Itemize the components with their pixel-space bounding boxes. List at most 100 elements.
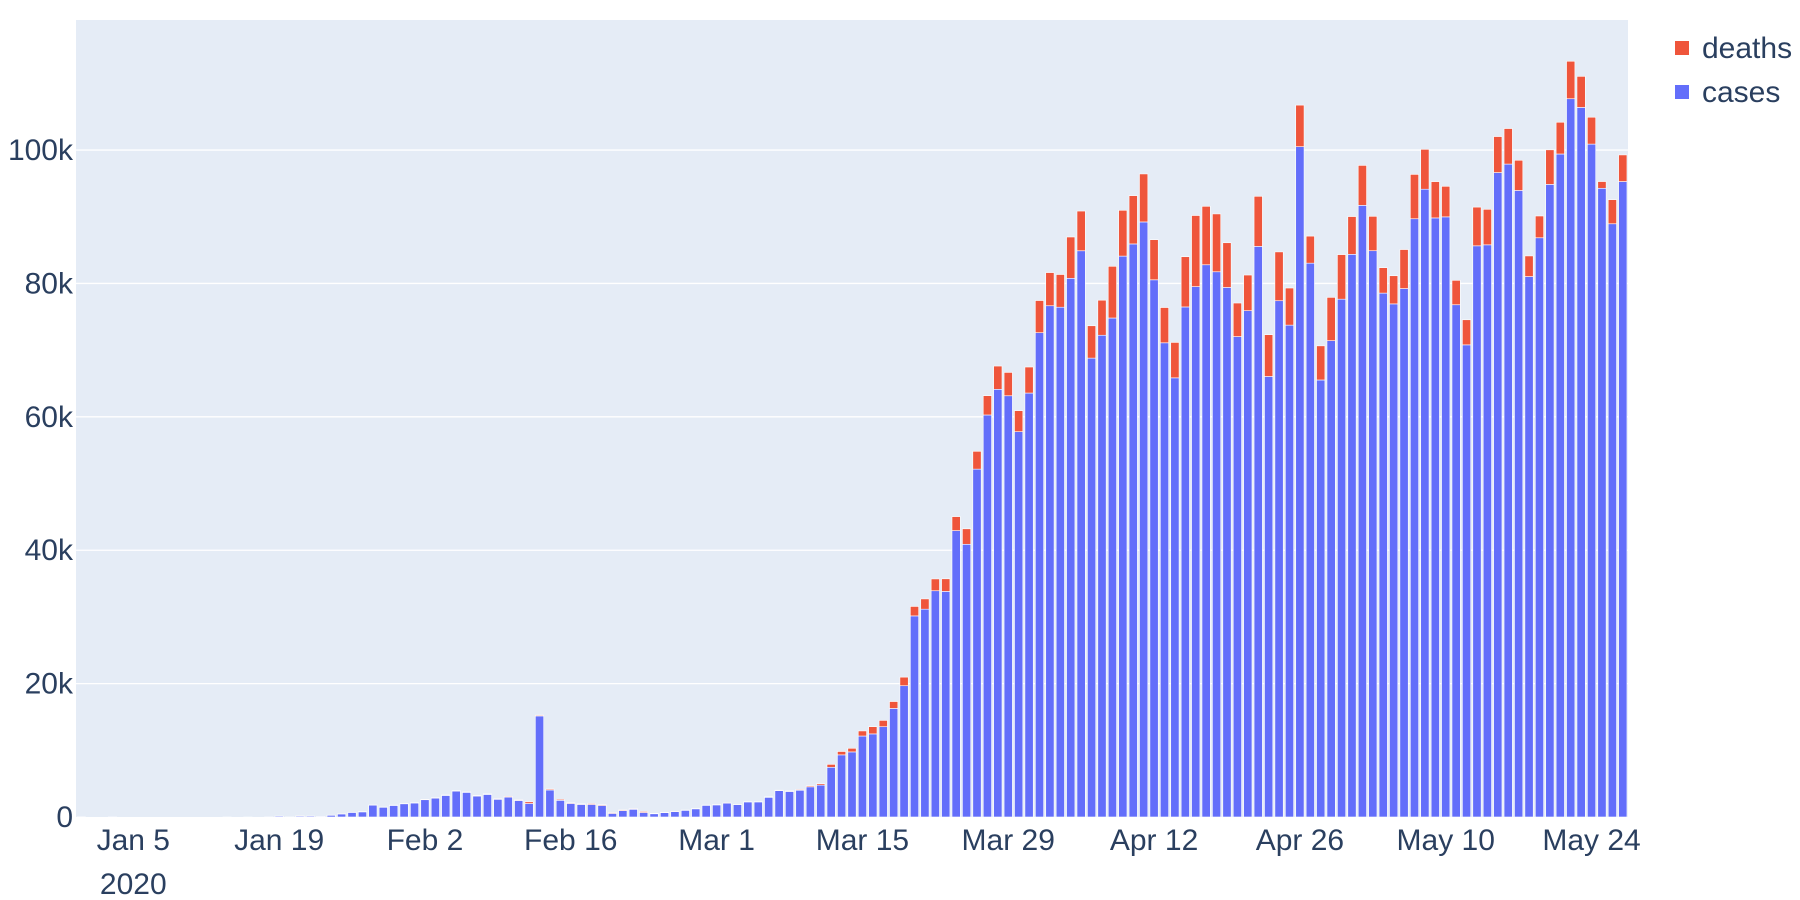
bar-cases[interactable]	[701, 805, 711, 818]
bar-cases[interactable]	[399, 803, 409, 818]
bar-cases[interactable]	[816, 784, 826, 818]
bar-deaths[interactable]	[1295, 104, 1305, 147]
bar-cases[interactable]	[910, 615, 919, 818]
bar-cases[interactable]	[1170, 377, 1180, 818]
bar-cases[interactable]	[1045, 305, 1055, 818]
bar-cases[interactable]	[1097, 334, 1107, 818]
bar-cases[interactable]	[868, 733, 878, 818]
bar-cases[interactable]	[774, 790, 784, 818]
legend-swatch[interactable]	[1675, 85, 1689, 99]
bar-deaths[interactable]	[1347, 216, 1357, 255]
bar-deaths[interactable]	[1035, 300, 1044, 334]
bar-cases[interactable]	[462, 792, 472, 818]
bar-deaths[interactable]	[482, 793, 492, 795]
bar-cases[interactable]	[420, 799, 430, 818]
bar-cases[interactable]	[1201, 264, 1211, 818]
bar-deaths[interactable]	[837, 751, 847, 756]
bar-cases[interactable]	[1472, 245, 1482, 818]
bar-cases[interactable]	[826, 766, 836, 818]
bar-cases[interactable]	[878, 726, 888, 818]
bar-cases[interactable]	[1035, 332, 1044, 818]
bar-cases[interactable]	[1462, 344, 1472, 818]
bar-deaths[interactable]	[1118, 209, 1128, 257]
bar-cases[interactable]	[535, 715, 544, 818]
bar-deaths[interactable]	[1326, 297, 1336, 341]
bar-cases[interactable]	[305, 815, 315, 818]
bar-cases[interactable]	[930, 590, 940, 818]
bar-deaths[interactable]	[1201, 206, 1211, 266]
bar-cases[interactable]	[482, 794, 492, 818]
bar-cases[interactable]	[597, 805, 607, 818]
bar-cases[interactable]	[1430, 217, 1440, 818]
bar-cases[interactable]	[472, 795, 482, 818]
bar-cases[interactable]	[805, 786, 815, 818]
bar-deaths[interactable]	[1597, 181, 1607, 189]
bar-cases[interactable]	[1003, 395, 1013, 818]
bar-cases[interactable]	[941, 591, 951, 818]
bar-cases[interactable]	[1514, 190, 1524, 818]
bar-cases[interactable]	[493, 799, 503, 818]
bar-deaths[interactable]	[1555, 121, 1565, 155]
bar-deaths[interactable]	[1462, 319, 1472, 346]
bar-deaths[interactable]	[514, 799, 524, 801]
bar-cases[interactable]	[1253, 246, 1263, 818]
bar-deaths[interactable]	[597, 804, 607, 806]
bar-cases[interactable]	[1326, 340, 1336, 818]
bar-cases[interactable]	[1524, 276, 1534, 818]
bar-cases[interactable]	[732, 804, 742, 818]
bar-cases[interactable]	[524, 803, 534, 818]
bar-cases[interactable]	[1399, 288, 1409, 818]
bar-deaths[interactable]	[1285, 287, 1294, 326]
bar-cases[interactable]	[555, 800, 565, 818]
bar-cases[interactable]	[1264, 376, 1274, 818]
bar-cases[interactable]	[1014, 431, 1024, 818]
bar-deaths[interactable]	[951, 516, 961, 531]
bar-deaths[interactable]	[555, 799, 565, 801]
bar-deaths[interactable]	[1222, 242, 1232, 288]
bar-deaths[interactable]	[826, 764, 836, 768]
bar-deaths[interactable]	[576, 803, 586, 805]
bar-deaths[interactable]	[1430, 181, 1440, 219]
bar-cases[interactable]	[857, 735, 867, 818]
bar-deaths[interactable]	[1180, 256, 1190, 308]
bar-cases[interactable]	[1066, 277, 1076, 818]
bar-cases[interactable]	[670, 811, 680, 818]
bar-deaths[interactable]	[764, 796, 774, 798]
bar-deaths[interactable]	[1378, 267, 1388, 294]
bar-deaths[interactable]	[1024, 366, 1034, 394]
bar-cases[interactable]	[1420, 188, 1430, 818]
bar-cases[interactable]	[660, 812, 669, 818]
bar-cases[interactable]	[378, 806, 388, 818]
bar-cases[interactable]	[764, 797, 774, 818]
bar-cases[interactable]	[1566, 98, 1576, 818]
bar-cases[interactable]	[1555, 153, 1565, 818]
bar-cases[interactable]	[680, 810, 690, 818]
bar-deaths[interactable]	[1087, 325, 1097, 359]
bar-deaths[interactable]	[1337, 254, 1347, 300]
bar-cases[interactable]	[722, 802, 732, 818]
bar-deaths[interactable]	[1482, 209, 1492, 246]
bar-deaths[interactable]	[1420, 149, 1430, 190]
bar-deaths[interactable]	[493, 798, 503, 800]
bar-deaths[interactable]	[587, 803, 597, 805]
bar-deaths[interactable]	[1451, 280, 1461, 306]
bar-deaths[interactable]	[1107, 266, 1117, 319]
bar-cases[interactable]	[1410, 218, 1419, 818]
bar-deaths[interactable]	[1305, 235, 1315, 264]
bar-cases[interactable]	[982, 414, 992, 818]
bar-deaths[interactable]	[628, 808, 638, 810]
bar-cases[interactable]	[1347, 254, 1357, 818]
bar-deaths[interactable]	[1243, 274, 1253, 311]
bar-cases[interactable]	[889, 708, 899, 818]
bar-deaths[interactable]	[857, 730, 867, 737]
bar-deaths[interactable]	[1368, 216, 1378, 252]
bar-cases[interactable]	[430, 797, 440, 818]
bar-deaths[interactable]	[1534, 215, 1544, 239]
bar-deaths[interactable]	[618, 809, 628, 811]
bar-cases[interactable]	[1024, 392, 1034, 818]
bar-deaths[interactable]	[1587, 116, 1597, 145]
bar-deaths[interactable]	[1264, 334, 1274, 377]
bar-deaths[interactable]	[795, 789, 805, 791]
bar-deaths[interactable]	[993, 365, 1003, 390]
bar-deaths[interactable]	[785, 790, 794, 792]
